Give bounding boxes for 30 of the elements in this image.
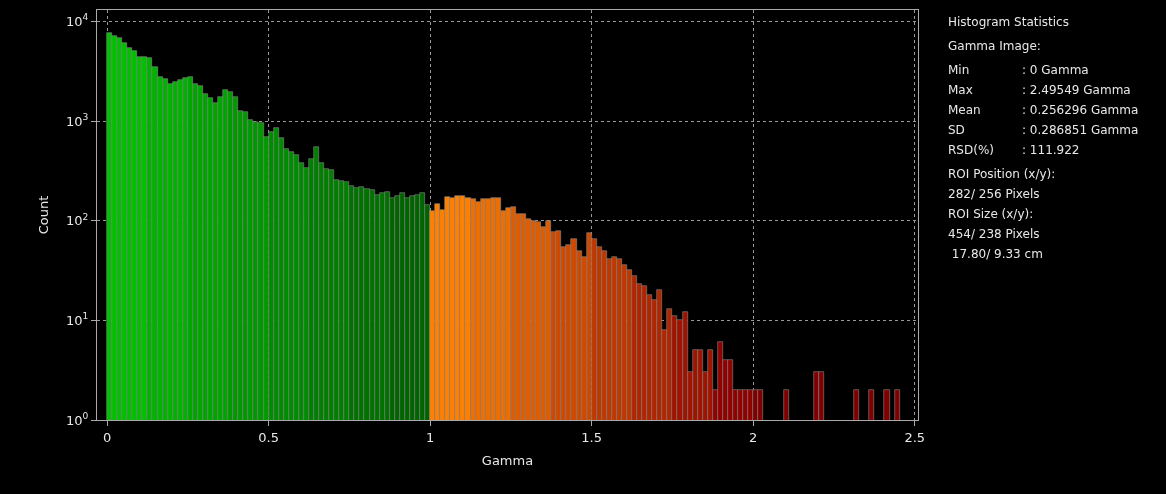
text: 17.80/ 9.33 cm [950, 246, 1044, 263]
text: Max [948, 82, 974, 99]
text: ROI Position (x/y): [948, 166, 1057, 183]
y-tick-label: 10$^{2}$ [66, 211, 89, 229]
x-tick-label: 0.5 [258, 429, 279, 445]
text: 454/ 238 Pixels [948, 226, 1041, 243]
x-tick-label: 1.5 [581, 429, 603, 445]
x-axis-title: Gamma [481, 453, 534, 469]
y-tick-label: 10$^{1}$ [66, 311, 89, 328]
text: Mean [948, 102, 982, 119]
text: Min [948, 62, 971, 79]
y-axis-title: Count [36, 195, 52, 235]
text: 282/ 256 Pixels [948, 186, 1041, 203]
x-tick-label: 2.5 [904, 429, 926, 445]
text: : 0 Gamma [1022, 62, 1089, 79]
text: Gamma Image: [948, 38, 1042, 55]
x-tick-label: 0 [102, 429, 112, 445]
x-tick-label: 1 [425, 429, 435, 445]
text: ROI Size (x/y): [948, 206, 1035, 223]
text: : 111.922 [1022, 142, 1080, 159]
x-tick-label: 2 [749, 429, 758, 445]
y-tick-label: 10$^{0}$ [66, 411, 89, 428]
text: RSD(%) [948, 142, 995, 159]
y-tick-label: 10$^{3}$ [66, 112, 89, 129]
text: : 2.49549 Gamma [1022, 82, 1131, 99]
text: : 0.256296 Gamma [1022, 102, 1139, 119]
text: SD [948, 122, 966, 139]
text: Histogram Statistics [948, 14, 1070, 31]
text: : 0.286851 Gamma [1022, 122, 1139, 139]
y-tick-label: 10$^{4}$ [66, 12, 89, 29]
